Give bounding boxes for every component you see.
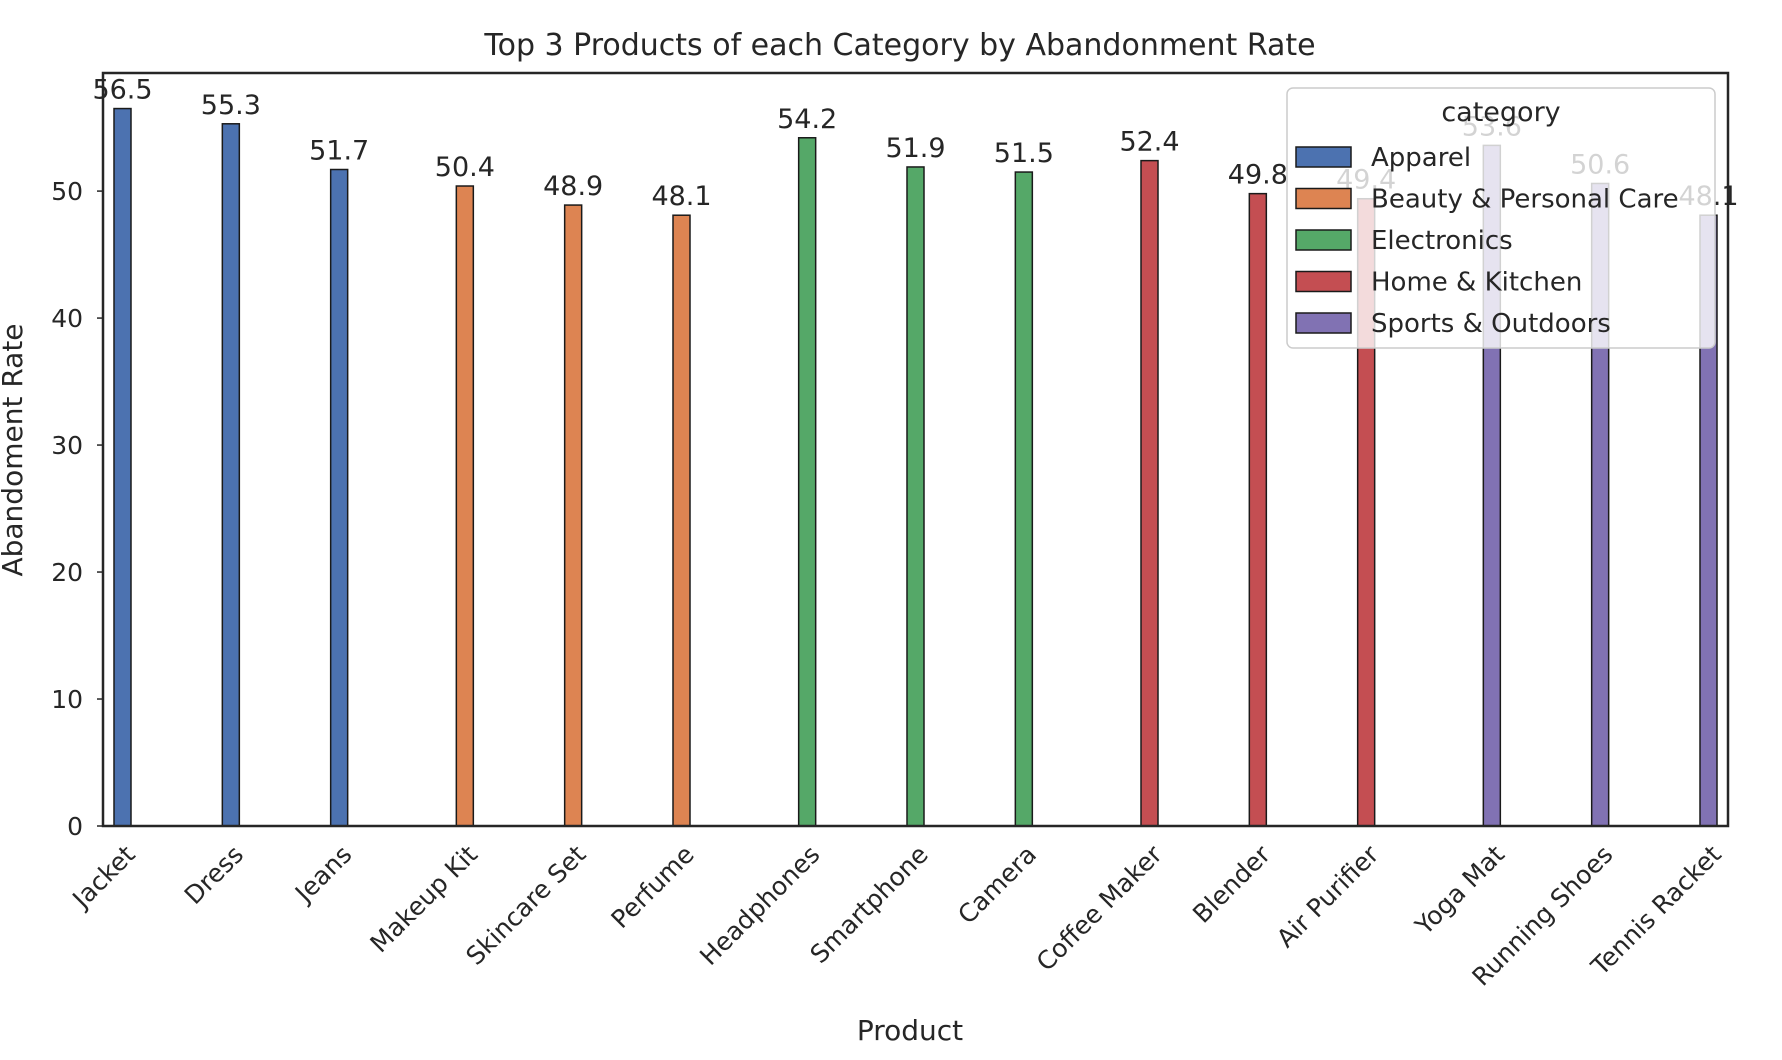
- x-axis-label: Product: [857, 1014, 963, 1047]
- legend-label: Home & Kitchen: [1371, 268, 1582, 298]
- y-tick-label: 40: [51, 304, 83, 333]
- x-tick-label: Perfume: [606, 840, 700, 934]
- legend-label: Apparel: [1371, 143, 1471, 173]
- legend-label: Sports & Outdoors: [1371, 309, 1611, 339]
- bar: [113, 107, 132, 827]
- chart-title: Top 3 Products of each Category by Aband…: [483, 28, 1315, 63]
- x-tick-label: Dress: [179, 840, 249, 910]
- legend-swatch: [1295, 146, 1352, 168]
- legend-swatch: [1295, 270, 1352, 293]
- x-tick-label: Headphones: [694, 840, 825, 971]
- x-tick-label: Camera: [952, 840, 1042, 930]
- x-tick-label: Coffee Maker: [1031, 839, 1169, 977]
- y-tick-label: 0: [67, 812, 83, 841]
- axes-frame: [101, 71, 1730, 828]
- plot-area: 0 10 20 30 40 50 56.5 Jacket 55.3 Dress 51.7 Jeans 5…: [51, 71, 1739, 992]
- x-tick-label: Air Purifier: [1271, 839, 1385, 953]
- y-tick-label: 50: [51, 177, 83, 206]
- bar-value-label: 51.5: [994, 138, 1054, 169]
- legend-box: [1286, 87, 1716, 349]
- bar-value-label: 50.4: [435, 152, 495, 183]
- bar: [906, 166, 925, 827]
- bar-value-label: 52.4: [1119, 127, 1179, 158]
- x-tick-label: Makeup Kit: [365, 840, 484, 959]
- bar: [563, 204, 583, 827]
- y-tick-label: 20: [51, 558, 83, 587]
- bar: [672, 214, 691, 827]
- bar: [329, 168, 349, 827]
- y-axis-label: Abandoment Rate: [0, 323, 29, 576]
- bar-value-label: 48.9: [543, 171, 603, 202]
- legend-swatch: [1295, 229, 1352, 251]
- x-tick-label: Blender: [1187, 839, 1277, 929]
- bar-value-label: 51.7: [309, 136, 369, 167]
- legend-swatch: [1295, 312, 1352, 334]
- bar-value-label: 51.9: [885, 133, 945, 164]
- x-tick-label: Jeans: [288, 840, 357, 909]
- bar: [1248, 192, 1268, 827]
- legend-swatch: [1295, 187, 1352, 210]
- bar: [797, 137, 817, 827]
- legend-title: category: [1441, 97, 1560, 128]
- bar: [455, 185, 475, 827]
- y-tick-label: 30: [51, 431, 83, 460]
- legend-label: Electronics: [1371, 226, 1513, 256]
- bar: [221, 123, 241, 827]
- legend-label: Beauty & Personal Care: [1371, 185, 1679, 215]
- bar: [1014, 171, 1034, 827]
- bar-value-label: 55.3: [201, 90, 261, 121]
- bar-value-label: 56.5: [92, 75, 152, 106]
- bar-value-label: 48.1: [651, 181, 711, 212]
- bar-value-label: 54.2: [777, 104, 837, 135]
- x-tick-label: Jacket: [66, 840, 141, 915]
- x-tick-label: Yoga Mat: [1409, 840, 1510, 941]
- bar-value-label: 49.8: [1228, 160, 1288, 191]
- y-tick-label: 10: [51, 685, 83, 714]
- bar: [1140, 159, 1159, 827]
